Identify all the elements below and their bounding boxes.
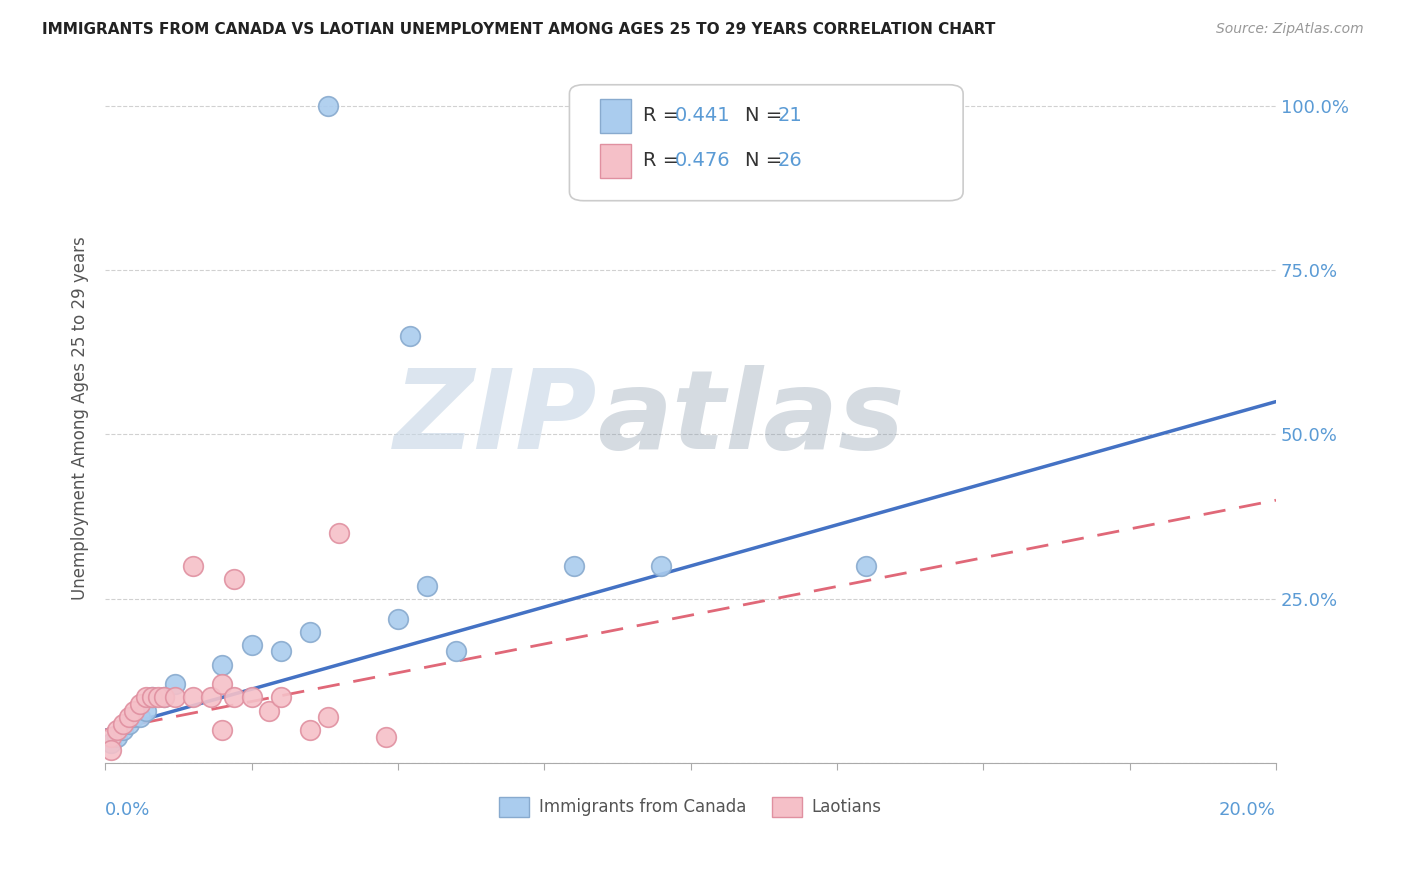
- Point: [855, 558, 877, 573]
- Point: [124, 710, 146, 724]
- Point: [100, 743, 122, 757]
- Text: 0.0%: 0.0%: [105, 801, 150, 819]
- Text: R =: R =: [643, 151, 685, 170]
- Point: [316, 710, 339, 724]
- Text: ZIP: ZIP: [394, 365, 598, 472]
- Point: [650, 558, 672, 573]
- Point: [270, 644, 292, 658]
- Point: [398, 329, 420, 343]
- Point: [100, 730, 122, 744]
- Text: IMMIGRANTS FROM CANADA VS LAOTIAN UNEMPLOYMENT AMONG AGES 25 TO 29 YEARS CORRELA: IMMIGRANTS FROM CANADA VS LAOTIAN UNEMPL…: [42, 22, 995, 37]
- Point: [240, 638, 263, 652]
- Point: [299, 624, 322, 639]
- Point: [111, 716, 134, 731]
- Text: 21: 21: [778, 106, 803, 126]
- Point: [328, 526, 350, 541]
- Point: [135, 704, 157, 718]
- Point: [165, 677, 187, 691]
- Text: N =: N =: [745, 151, 789, 170]
- Point: [135, 690, 157, 705]
- Point: [152, 690, 174, 705]
- Text: 0.476: 0.476: [675, 151, 731, 170]
- Point: [181, 558, 204, 573]
- Point: [375, 730, 398, 744]
- Point: [768, 99, 790, 113]
- Point: [222, 690, 245, 705]
- Point: [387, 611, 409, 625]
- Point: [200, 690, 222, 705]
- Text: N =: N =: [745, 106, 789, 126]
- Point: [446, 644, 468, 658]
- Point: [165, 690, 187, 705]
- Point: [100, 736, 122, 750]
- Point: [129, 697, 152, 711]
- Text: 20.0%: 20.0%: [1219, 801, 1277, 819]
- Point: [257, 704, 280, 718]
- Y-axis label: Unemployment Among Ages 25 to 29 years: Unemployment Among Ages 25 to 29 years: [72, 236, 89, 600]
- Point: [211, 677, 233, 691]
- Point: [141, 690, 163, 705]
- Point: [141, 690, 163, 705]
- Point: [211, 657, 233, 672]
- Point: [181, 690, 204, 705]
- Point: [111, 723, 134, 738]
- Point: [146, 690, 169, 705]
- Legend: Immigrants from Canada, Laotians: Immigrants from Canada, Laotians: [492, 790, 889, 824]
- Point: [152, 690, 174, 705]
- Point: [299, 723, 322, 738]
- Text: atlas: atlas: [598, 365, 904, 472]
- Point: [222, 572, 245, 586]
- Point: [124, 704, 146, 718]
- Point: [240, 690, 263, 705]
- Text: 26: 26: [778, 151, 803, 170]
- Point: [562, 558, 585, 573]
- Point: [105, 730, 128, 744]
- Point: [105, 723, 128, 738]
- Point: [316, 99, 339, 113]
- Text: R =: R =: [643, 106, 685, 126]
- Point: [211, 723, 233, 738]
- Point: [416, 579, 439, 593]
- Point: [117, 710, 139, 724]
- Point: [117, 716, 139, 731]
- Point: [270, 690, 292, 705]
- Text: Source: ZipAtlas.com: Source: ZipAtlas.com: [1216, 22, 1364, 37]
- Point: [129, 710, 152, 724]
- Text: 0.441: 0.441: [675, 106, 731, 126]
